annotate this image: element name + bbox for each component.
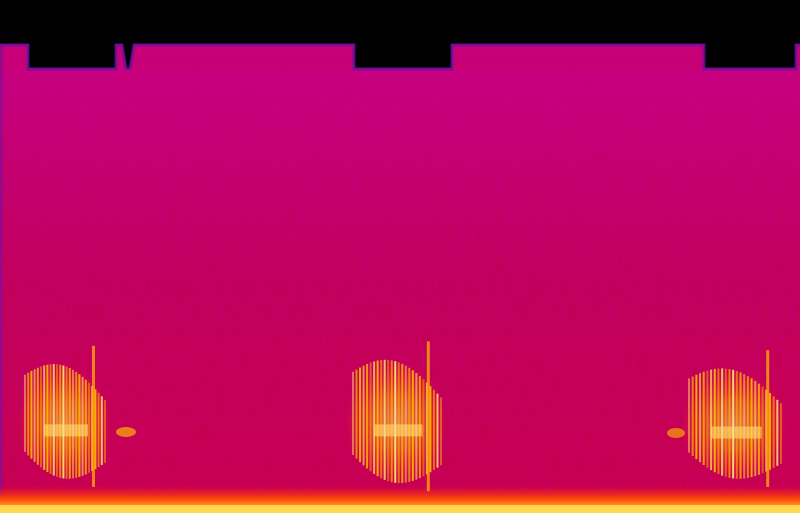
sound-event-streak [88, 382, 90, 473]
sound-event-streak [710, 369, 713, 471]
sound-event-streak [761, 386, 764, 474]
sound-event-streak [383, 359, 386, 480]
sound-event-streak [27, 372, 30, 456]
sound-event-streak [422, 379, 425, 477]
sound-event-streak [68, 368, 71, 479]
sound-event-streak [59, 364, 62, 478]
sound-event-1 [16, 345, 112, 487]
sound-event-streak [768, 392, 771, 470]
sound-event-streak [24, 374, 26, 452]
sound-event-streak [43, 365, 46, 470]
sound-event-streak [46, 364, 49, 473]
sound-event-streak [440, 397, 442, 466]
sound-event-streak [724, 368, 727, 477]
sound-event-streak [366, 364, 369, 469]
sound-event-streak [394, 361, 397, 483]
sound-event-streak [36, 367, 39, 465]
sound-event-3 [680, 350, 788, 487]
sound-event-spike [92, 345, 95, 487]
sound-event-spike [426, 341, 430, 492]
sound-event-streak [30, 370, 33, 459]
sound-event-streak [97, 392, 100, 468]
sound-event-streak [373, 361, 376, 474]
sound-event-streak [721, 368, 724, 476]
sound-event-streak [401, 363, 404, 484]
sound-event-core [711, 426, 762, 439]
sound-event-streak [390, 360, 393, 483]
sound-event-streak [429, 386, 432, 473]
sound-event-streak [776, 399, 779, 466]
sound-event-streak [706, 370, 709, 468]
sound-event-streak [355, 369, 358, 459]
sound-event-streak [49, 364, 52, 474]
sound-event-streak [62, 365, 65, 479]
sound-event-streak [94, 389, 97, 470]
sound-event-accent [667, 428, 685, 438]
sound-event-streak [100, 396, 103, 465]
sound-event-streak [56, 364, 58, 477]
sound-event-streak [387, 359, 390, 482]
sound-event-streak [728, 369, 731, 478]
low-frequency-line [0, 505, 800, 513]
spectrogram-top-fringe [0, 43, 800, 71]
sound-event-streak [717, 368, 720, 475]
sound-event-streak [739, 372, 742, 479]
sound-event-streak [397, 362, 400, 484]
sound-event-streak [369, 362, 372, 472]
sound-event-streak [702, 371, 705, 466]
sound-event-accent [116, 427, 136, 437]
sound-event-streak [72, 369, 74, 479]
sound-event-streak [376, 360, 379, 477]
sound-event-2 [344, 341, 448, 492]
sound-event-streak [40, 366, 42, 468]
sound-event-spike [766, 350, 770, 487]
sound-event-core [374, 424, 423, 437]
sound-event-streak [380, 360, 383, 479]
sound-event-streak [772, 396, 775, 468]
sound-event-streak [65, 366, 68, 479]
sound-event-streak [432, 389, 435, 470]
sound-event-streak [695, 374, 698, 460]
sound-event-streak [713, 368, 716, 473]
sound-event-streak [33, 369, 36, 462]
sound-event-streak [104, 399, 106, 463]
sound-event-streak [699, 373, 702, 463]
sound-event-streak [688, 378, 690, 453]
sound-event-streak [352, 371, 354, 455]
sound-event-streak [52, 364, 55, 476]
sound-events [16, 341, 788, 492]
sound-event-streak [691, 376, 694, 456]
sound-event-streak [743, 374, 746, 479]
sound-event-streak [359, 367, 362, 463]
sound-event-streak [780, 403, 782, 464]
sound-event-streak [436, 393, 439, 468]
sound-event-streak [362, 365, 365, 466]
sound-event-core [44, 424, 88, 437]
sound-event-streak [735, 370, 738, 479]
sound-event-streak [404, 365, 407, 483]
sound-event-streak [732, 369, 735, 479]
